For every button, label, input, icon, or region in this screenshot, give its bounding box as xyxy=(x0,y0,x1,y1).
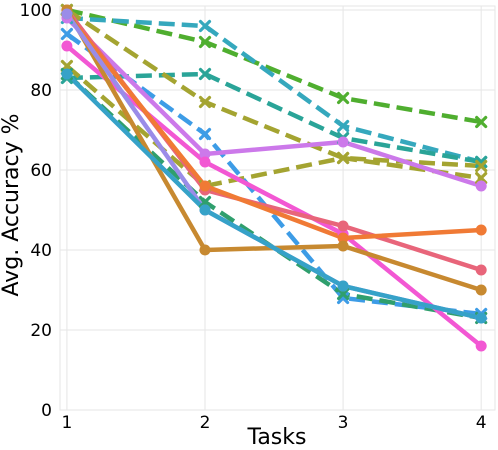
series-line-9 xyxy=(65,44,483,348)
series-11-point-4 xyxy=(475,224,487,236)
series-12-point-3 xyxy=(337,240,349,252)
x-tick-label-4: 4 xyxy=(476,413,487,433)
series-8-point-2 xyxy=(199,148,211,160)
series-5-point-4 xyxy=(475,171,488,185)
series-9-point-1 xyxy=(61,40,73,52)
series-11-point-3 xyxy=(337,232,349,244)
series-line-7 xyxy=(65,72,482,321)
series-line-5 xyxy=(65,64,482,189)
series-3-point-2 xyxy=(198,67,212,81)
series-line-11 xyxy=(65,12,482,241)
series-13-point-1 xyxy=(61,8,73,20)
series-2-point-3 xyxy=(336,119,350,133)
series-7-point-3 xyxy=(336,287,350,301)
series-10-point-4 xyxy=(475,264,487,276)
series-line-3 xyxy=(66,71,482,165)
series-2-point-2 xyxy=(198,19,212,33)
y-tick-label-0: 0 xyxy=(41,401,52,421)
series-14-point-1 xyxy=(61,68,73,80)
y-tick-label-80: 80 xyxy=(30,81,52,101)
series-14-point-4 xyxy=(475,312,487,324)
x-tick-label-2: 2 xyxy=(200,413,211,433)
y-tick-labels: 0 20 40 60 80 100 xyxy=(20,1,52,421)
y-axis-label: Avg. Accuracy % xyxy=(0,113,24,296)
series-14-point-3 xyxy=(337,280,349,292)
series-12-point-2 xyxy=(199,244,211,256)
series-14-point-2 xyxy=(199,204,211,216)
series-1-point-3 xyxy=(336,91,350,105)
series-1-point-4 xyxy=(475,115,488,129)
series-6-point-2 xyxy=(198,127,212,141)
axes-frame xyxy=(59,5,496,411)
series-line-2 xyxy=(66,15,482,165)
series-line-4 xyxy=(65,8,482,169)
series-5-point-3 xyxy=(336,151,350,165)
series-1-point-2 xyxy=(198,35,212,49)
x-axis-label: Tasks xyxy=(247,425,307,450)
series-4-point-2 xyxy=(198,95,212,109)
series-12-point-4 xyxy=(475,284,487,296)
series-line-6 xyxy=(65,32,482,317)
series-8-point-4 xyxy=(475,180,487,192)
series-11-point-2 xyxy=(199,180,211,192)
y-tick-label-100: 100 xyxy=(20,1,52,21)
plot-area-border xyxy=(59,5,496,411)
series-10-point-3 xyxy=(337,220,349,232)
y-tick-label-20: 20 xyxy=(30,321,52,341)
series-6-point-1 xyxy=(60,27,74,41)
series-markers xyxy=(60,3,488,352)
y-tick-label-40: 40 xyxy=(30,241,52,261)
series-9-point-4 xyxy=(475,340,487,352)
x-tick-label-1: 1 xyxy=(61,413,72,433)
x-tick-label-3: 3 xyxy=(338,413,349,433)
x-tick-labels: 1 2 3 4 xyxy=(61,413,486,433)
series-line-14 xyxy=(65,72,482,321)
series-8-point-3 xyxy=(337,136,349,148)
series-4-point-4 xyxy=(475,159,488,173)
y-tick-label-60: 60 xyxy=(30,161,52,181)
series-line-8 xyxy=(65,16,482,189)
series-line-1 xyxy=(66,7,482,125)
series-7-point-2 xyxy=(198,195,212,209)
series-9-point-2 xyxy=(199,156,211,168)
series-lines xyxy=(64,7,483,348)
